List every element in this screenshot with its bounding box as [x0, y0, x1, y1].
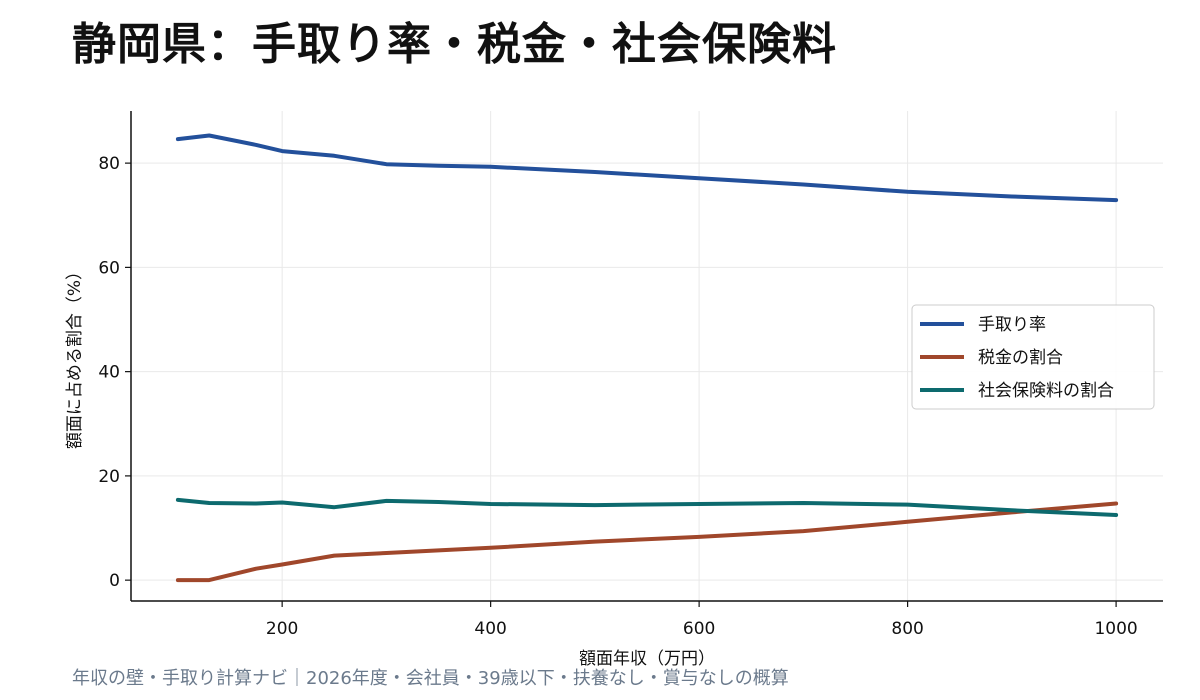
legend-label: 手取り率 [978, 315, 1046, 335]
x-tick-label: 1000 [1094, 619, 1137, 639]
x-tick-label: 400 [474, 619, 506, 639]
x-axis-label: 額面年収（万円） [579, 649, 715, 669]
y-tick-label: 40 [98, 363, 120, 383]
series-line [175, 133, 1119, 203]
y-axis-label: 額面に占める割合（%） [65, 263, 85, 449]
series-line [175, 501, 1119, 583]
y-tick-label: 60 [98, 258, 120, 278]
x-tick-label: 600 [683, 619, 715, 639]
legend-label: 社会保険料の割合 [978, 381, 1114, 401]
grid [131, 111, 1163, 601]
legend-label: 税金の割合 [978, 348, 1063, 368]
series-lines [175, 133, 1119, 583]
axes: 200 400 600 800 1000 0 20 40 60 80 額面年収（万円） 額面に占める割… [65, 111, 1163, 669]
legend-box [911, 304, 1155, 410]
x-tick-label: 200 [266, 619, 298, 639]
x-tick-label: 800 [891, 619, 923, 639]
footer-note: 年収の壁・手取り計算ナビ｜2026年度・会社員・39歳以下・扶養なし・賞与なしの… [72, 668, 789, 689]
series-line [175, 497, 1119, 517]
y-tick-label: 20 [98, 467, 120, 487]
y-tick-label: 0 [109, 571, 120, 591]
chart-title: 静岡県：手取り率・税金・社会保険料 [72, 19, 837, 70]
y-tick-label: 80 [98, 154, 120, 174]
